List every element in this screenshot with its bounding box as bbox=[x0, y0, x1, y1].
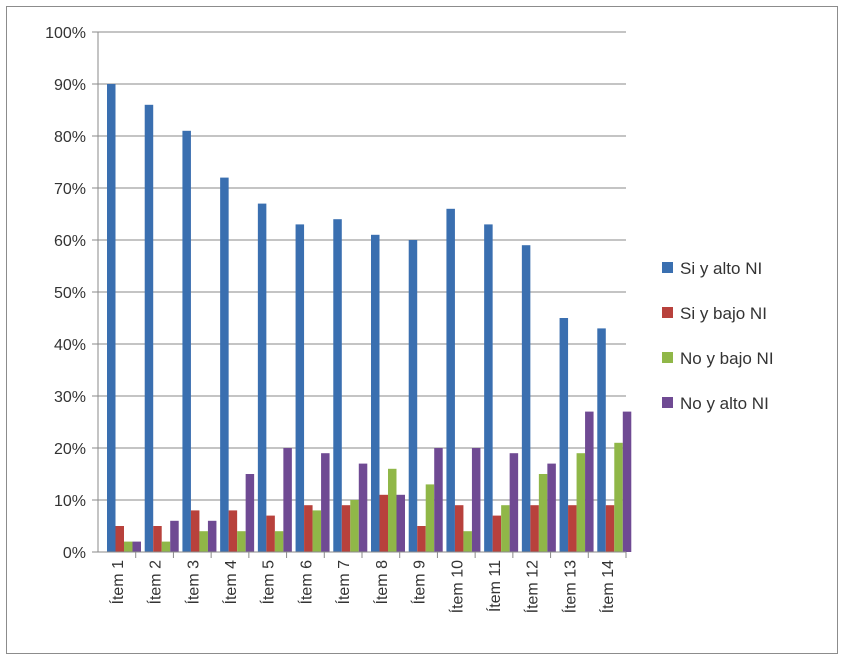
bar-1 bbox=[295, 224, 305, 552]
bar-2 bbox=[379, 494, 388, 552]
bar-2 bbox=[568, 505, 577, 552]
x-tick-label: Ítem 11 bbox=[485, 560, 504, 612]
bar-2 bbox=[228, 510, 238, 552]
bar-4 bbox=[132, 541, 141, 552]
bars bbox=[107, 84, 632, 553]
bar-3 bbox=[501, 505, 510, 552]
x-tick-label: Ítem 13 bbox=[560, 560, 579, 613]
bar-1 bbox=[597, 328, 606, 552]
bar-4 bbox=[170, 520, 179, 552]
bar-2 bbox=[454, 505, 464, 552]
bar-3 bbox=[614, 442, 623, 552]
x-tick-label: Ítem 14 bbox=[598, 560, 617, 613]
gridlines bbox=[98, 31, 626, 501]
bar-4 bbox=[622, 411, 632, 552]
bar-4 bbox=[434, 448, 443, 552]
bar-2 bbox=[341, 505, 351, 552]
bar-2 bbox=[190, 510, 200, 552]
bar-3 bbox=[576, 453, 586, 552]
bar-3 bbox=[350, 500, 359, 552]
bar-1 bbox=[408, 240, 418, 552]
bar-4 bbox=[207, 520, 217, 552]
bar-2 bbox=[304, 505, 313, 552]
x-tick-label: Ítem 5 bbox=[259, 560, 278, 605]
legend-label: No y alto NI bbox=[680, 394, 769, 413]
bar-2 bbox=[266, 515, 275, 552]
bar-1 bbox=[521, 245, 531, 552]
bar-1 bbox=[484, 224, 493, 552]
y-tick-label: 90% bbox=[54, 77, 86, 94]
y-tick-label: 100% bbox=[45, 25, 86, 42]
bar-4 bbox=[396, 494, 405, 552]
legend-label: Si y alto NI bbox=[680, 259, 762, 278]
bar-1 bbox=[371, 234, 380, 553]
bar-2 bbox=[605, 505, 615, 552]
y-tick-label: 0% bbox=[63, 545, 86, 562]
y-tick-label: 80% bbox=[54, 129, 86, 146]
bar-2 bbox=[530, 505, 539, 552]
bar-1 bbox=[257, 203, 267, 552]
bar-4 bbox=[321, 453, 330, 552]
bar-4 bbox=[509, 453, 519, 552]
bar-2 bbox=[417, 526, 426, 552]
y-tick-label: 50% bbox=[54, 285, 86, 302]
x-tick-label: Ítem 12 bbox=[523, 560, 542, 613]
bar-1 bbox=[144, 104, 154, 553]
bar-4 bbox=[547, 463, 556, 552]
bar-3 bbox=[425, 484, 435, 552]
bar-3 bbox=[124, 541, 133, 552]
x-tick-label: Ítem 9 bbox=[410, 560, 429, 605]
legend-label: No y bajo NI bbox=[680, 349, 774, 368]
x-tick-label: Ítem 2 bbox=[146, 560, 165, 605]
x-tick-label: Ítem 1 bbox=[108, 560, 127, 605]
legend-label: Si y bajo NI bbox=[680, 304, 767, 323]
legend: Si y alto NI Si y bajo NI No y bajo NI No y… bbox=[662, 259, 774, 413]
bar-4 bbox=[358, 463, 368, 552]
y-tick-label: 70% bbox=[54, 181, 86, 198]
bar-3 bbox=[463, 531, 472, 552]
y-tick-label: 20% bbox=[54, 441, 86, 458]
axes bbox=[97, 32, 627, 558]
bar-4 bbox=[471, 448, 481, 552]
bar-4 bbox=[585, 411, 594, 552]
legend-swatch bbox=[662, 397, 673, 408]
bar-2 bbox=[153, 526, 162, 552]
y-tick-label: 10% bbox=[54, 493, 86, 510]
legend-swatch bbox=[662, 262, 673, 273]
bar-3 bbox=[312, 510, 322, 552]
bar-1 bbox=[333, 219, 342, 552]
bar-1 bbox=[446, 208, 455, 553]
x-tick-label: Ítem 7 bbox=[334, 560, 353, 605]
bar-3 bbox=[161, 541, 171, 552]
x-tick-label: Ítem 8 bbox=[372, 560, 391, 605]
x-axis-labels: Ítem 1 Ítem 2 Ítem 3 Ítem 4 Ítem 5 Ítem 6 Ítem… bbox=[108, 560, 617, 613]
x-tick-label: Ítem 4 bbox=[221, 560, 240, 605]
legend-swatch bbox=[662, 307, 673, 318]
x-tick-label: Ítem 3 bbox=[183, 560, 202, 605]
bar-1 bbox=[182, 130, 191, 553]
bar-3 bbox=[237, 531, 246, 552]
x-tick-label: Ítem 10 bbox=[447, 560, 466, 613]
bar-3 bbox=[199, 531, 208, 552]
legend-swatch bbox=[662, 352, 673, 363]
bar-2 bbox=[492, 515, 502, 552]
bar-1 bbox=[107, 84, 116, 552]
y-axis-ticks: 0% 10% 20% 30% 40% 50% 60% 70% 80% 90% 100% bbox=[45, 25, 98, 562]
y-tick-label: 40% bbox=[54, 337, 86, 354]
bar-4 bbox=[283, 448, 292, 552]
x-tick-label: Ítem 6 bbox=[296, 560, 315, 605]
bar-3 bbox=[538, 474, 548, 552]
bar-3 bbox=[274, 531, 284, 552]
bar-1 bbox=[559, 318, 569, 552]
bar-4 bbox=[245, 474, 255, 552]
y-tick-label: 60% bbox=[54, 233, 86, 250]
y-tick-label: 30% bbox=[54, 389, 86, 406]
bar-1 bbox=[220, 177, 229, 552]
bar-3 bbox=[388, 468, 397, 552]
bar-2 bbox=[115, 526, 124, 552]
